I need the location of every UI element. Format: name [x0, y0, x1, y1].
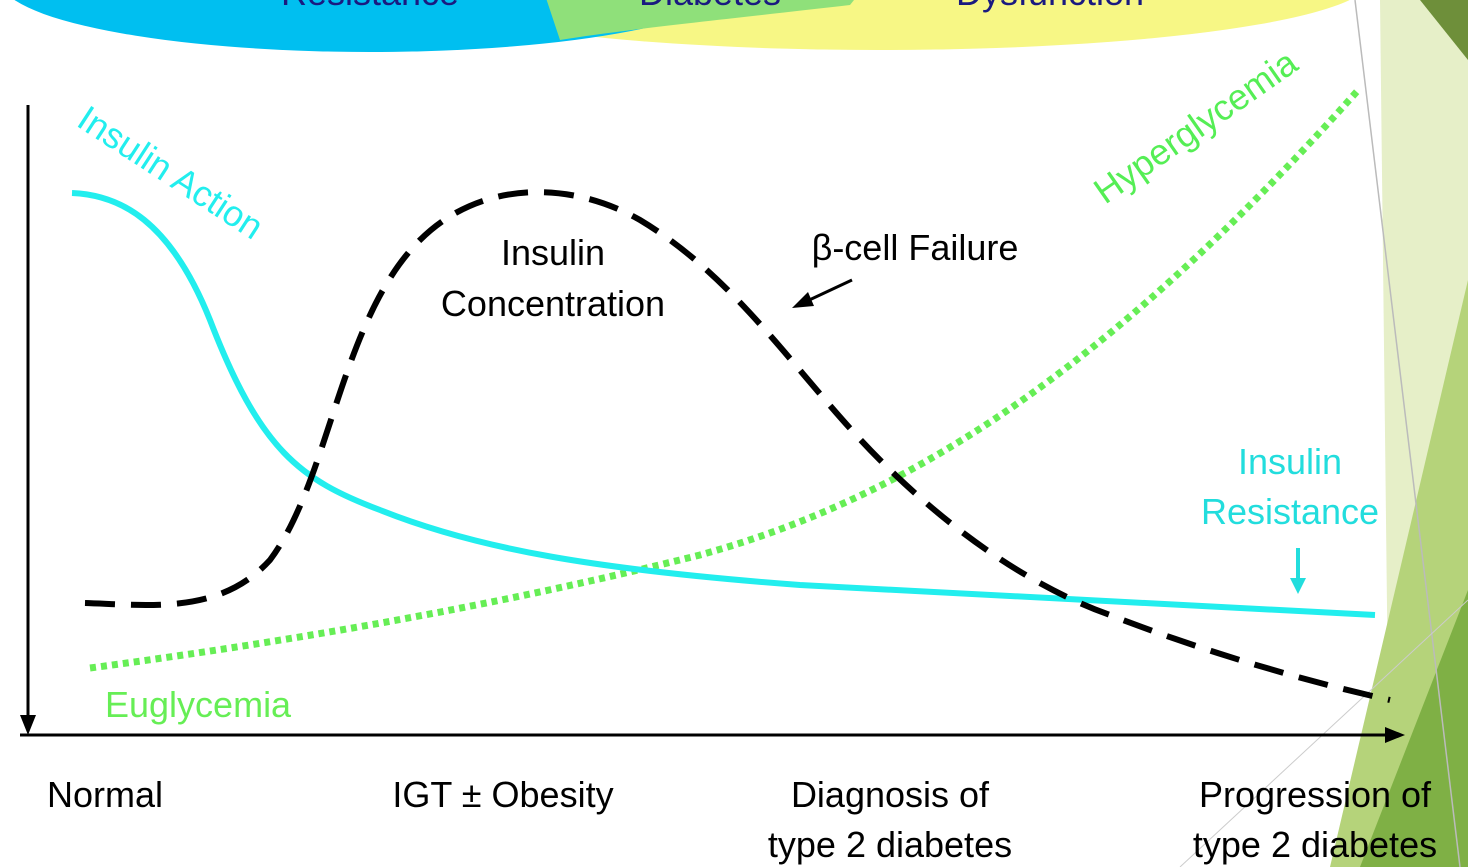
insulin-action-curve: [71, 190, 1376, 618]
ellipse-overlap: [546, 0, 854, 40]
curve-label: Euglycemia: [105, 684, 292, 725]
stage-label: Normal: [47, 774, 163, 815]
hyperglycemia-curve: [89, 85, 1363, 672]
decor-line: [1354, 0, 1461, 867]
curve-label: Insulin: [501, 232, 605, 273]
curve-label: β-cell Failure: [812, 227, 1019, 268]
arrow: [20, 715, 36, 735]
curve-label: Resistance: [1201, 491, 1379, 532]
stage-label: type 2 diabetes: [768, 824, 1012, 865]
circle-label: Resistance: [281, 0, 459, 13]
circle-label: Dysfunction: [956, 0, 1144, 13]
stage-label: IGT ± Obesity: [392, 774, 613, 815]
curve-label: Insulin Action: [71, 97, 271, 247]
arrow: [792, 292, 814, 308]
stage-label: Diagnosis of: [791, 774, 990, 815]
decor: [1420, 0, 1468, 60]
arrow: [1385, 727, 1405, 743]
stage-label: Progression of: [1199, 774, 1432, 815]
insulin-concentration-curve: [84, 189, 1391, 703]
pointer: [804, 278, 853, 304]
curve-label: Concentration: [441, 283, 665, 324]
stage-label: type 2 diabetes: [1193, 824, 1437, 865]
ellipse-blue: [14, 0, 726, 52]
curve-label: Insulin: [1238, 441, 1342, 482]
arrow: [1290, 578, 1306, 594]
decor: [1360, 590, 1468, 867]
circle-label: Diabetes: [639, 0, 781, 13]
